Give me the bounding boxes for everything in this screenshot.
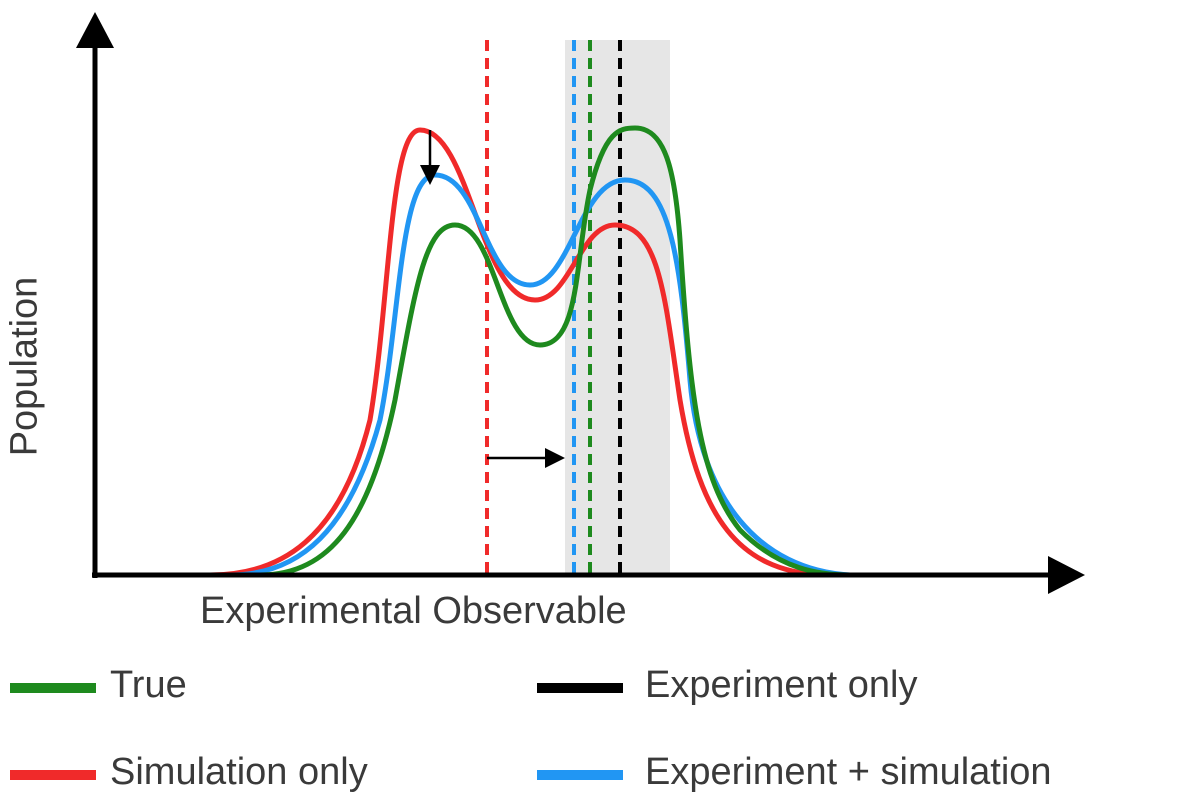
y-axis-label: Population xyxy=(3,276,46,457)
legend-swatch-simulation-only xyxy=(10,770,96,780)
experiment-simulation-curve xyxy=(95,172,1030,578)
legend-label-simulation-only: Simulation only xyxy=(110,751,368,793)
y-axis-arrowhead xyxy=(76,12,114,48)
simulation-only-curve xyxy=(95,127,1030,578)
true-curve xyxy=(95,125,1030,578)
legend-label-experiment-only: Experiment only xyxy=(645,664,918,706)
legend-swatch-experiment-only xyxy=(537,683,623,693)
legend-swatch-experiment-simulation xyxy=(537,770,623,780)
legend-swatch-true xyxy=(10,683,96,693)
legend-label-experiment-simulation: Experiment + simulation xyxy=(645,751,1052,793)
uncertainty-band xyxy=(565,40,670,575)
legend-label-true: True xyxy=(110,664,187,706)
x-axis-arrowhead xyxy=(1048,556,1085,594)
x-axis-label: Experimental Observable xyxy=(200,590,627,632)
